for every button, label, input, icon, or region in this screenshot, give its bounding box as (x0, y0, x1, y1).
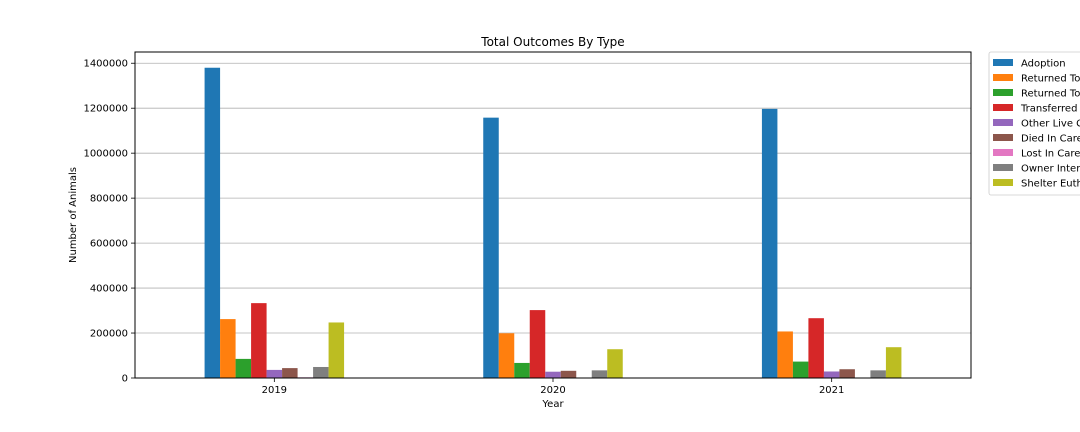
bar (483, 117, 499, 378)
legend-swatch (993, 134, 1013, 141)
bar (251, 303, 267, 378)
x-tick-label: 2019 (262, 385, 287, 396)
bar (607, 349, 623, 378)
grid-layer (135, 62, 971, 334)
bar (514, 362, 530, 378)
bar (761, 108, 778, 378)
y-axis: 0 200000 400000 600000 800000 1000000 1200000 1… (83, 59, 135, 385)
legend-entry: Shelter Euth (1021, 179, 1080, 190)
bars-layer (204, 67, 902, 379)
bar (823, 371, 840, 378)
y-tick-label: 1400000 (83, 59, 128, 70)
bar (792, 361, 809, 378)
bar (545, 371, 561, 378)
y-tick-label: 200000 (90, 329, 128, 340)
legend-swatch (993, 59, 1013, 66)
legend-entry: Transferred (1020, 104, 1077, 115)
legend-frame (988, 51, 1080, 196)
bar (560, 370, 577, 378)
x-tick-label: 2021 (819, 385, 844, 396)
legend-swatch (993, 179, 1013, 186)
legend: Adoption Returned To Returned To Transferre… (988, 51, 1080, 196)
y-tick-label: 1000000 (83, 149, 128, 160)
bar (870, 370, 886, 378)
x-axis: 2019 2020 2021 (262, 378, 844, 396)
bar (808, 318, 824, 378)
legend-swatch (993, 74, 1013, 81)
legend-entry: Returned To (1021, 74, 1080, 85)
bar (235, 358, 252, 378)
legend-swatch (993, 119, 1013, 126)
bar (282, 368, 298, 378)
y-tick-label: 800000 (90, 194, 128, 205)
bar (529, 310, 546, 378)
legend-entry: Owner Inter (1021, 164, 1080, 175)
y-tick-label: 400000 (90, 284, 128, 295)
legend-entry: Lost In Care (1021, 149, 1080, 160)
bar (591, 370, 608, 378)
bar (777, 331, 793, 378)
legend-swatch (993, 164, 1013, 171)
legend-entry: Returned To (1021, 89, 1080, 100)
legend-swatch (993, 89, 1013, 96)
bar (204, 67, 221, 379)
legend-swatch (993, 104, 1013, 111)
y-axis-label: Number of Animals (68, 167, 79, 263)
y-tick-label: 600000 (90, 239, 128, 250)
bar (328, 322, 345, 378)
legend-swatch (993, 149, 1013, 156)
bar (266, 369, 283, 378)
bar (220, 319, 236, 378)
y-tick-label: 1200000 (83, 104, 128, 115)
x-axis-label: Year (541, 399, 564, 410)
legend-entry: Adoption (1021, 59, 1066, 70)
bar (839, 369, 855, 378)
y-tick-label: 0 (122, 374, 128, 385)
bar (885, 347, 902, 378)
bar (313, 366, 329, 378)
legend-entry: Died In Care (1021, 134, 1080, 145)
chart-title: Total Outcomes By Type (480, 35, 624, 49)
x-tick-label: 2020 (540, 385, 565, 396)
bar (498, 333, 515, 378)
legend-entry: Other Live C (1021, 119, 1080, 130)
